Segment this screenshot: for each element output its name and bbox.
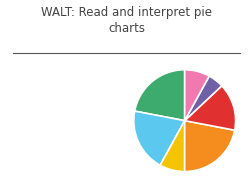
Text: Pie Chart: Pie Chart	[12, 69, 66, 79]
Wedge shape	[184, 121, 234, 172]
Text: A pie chart is a
circular chart
divided into
sections. Each
sector shows the
rel: A pie chart is a circular chart divided …	[12, 85, 76, 169]
Wedge shape	[160, 121, 184, 172]
Wedge shape	[184, 70, 208, 121]
Wedge shape	[134, 70, 184, 121]
Wedge shape	[133, 111, 184, 165]
Wedge shape	[184, 76, 221, 121]
Text: WALT: Read and interpret pie
charts: WALT: Read and interpret pie charts	[41, 6, 211, 35]
Wedge shape	[184, 86, 235, 130]
